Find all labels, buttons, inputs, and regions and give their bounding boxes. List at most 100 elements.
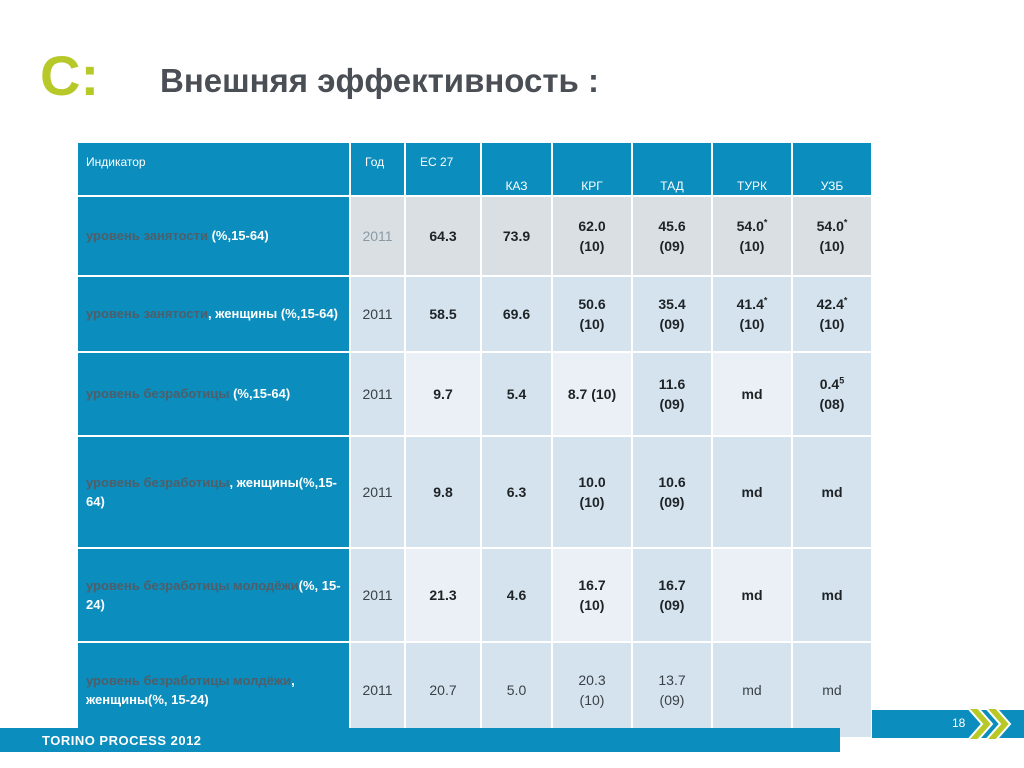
- table-row: уровень безработицы (%,15-64) 2011 9.7 5…: [76, 351, 873, 437]
- tad-cell: 16.7 (09): [631, 547, 713, 643]
- indicator-name: уровень безработицы молдёжи: [86, 672, 292, 688]
- slide-section-letter: C:: [40, 44, 100, 107]
- tad-cell: 10.6 (09): [631, 435, 713, 549]
- tad-cell: 45.6 (09): [631, 195, 713, 277]
- krg-cell: 20.3 (10): [551, 641, 633, 739]
- table-row: уровень безработицы молдёжи, женщины(%, …: [76, 641, 873, 739]
- header-turk: ТУРК: [711, 141, 793, 197]
- uzb-footnote: *: [843, 217, 848, 228]
- indicator-name: уровень занятости: [86, 306, 208, 322]
- krg-value: 62.0: [578, 217, 606, 234]
- header-uzb: УЗБ: [791, 141, 873, 197]
- year-cell: 2011: [349, 435, 406, 549]
- krg-year: (10): [579, 316, 605, 332]
- turk-cell: md: [711, 351, 793, 437]
- uzb-cell: md: [791, 547, 873, 643]
- kaz-cell: 69.6: [480, 275, 553, 353]
- uzb-footnote: 5: [839, 375, 845, 386]
- eu-cell: 58.5: [404, 275, 482, 353]
- table-row: уровень занятости (%,15-64) 2011 64.3 73…: [76, 195, 873, 277]
- krg-value: 16.7: [578, 576, 606, 593]
- krg-value: 20.3: [578, 671, 606, 688]
- tad-value: 10.6: [658, 473, 686, 490]
- tad-year: (09): [659, 396, 685, 412]
- turk-cell: md: [711, 641, 793, 739]
- krg-value: 50.6: [578, 295, 606, 312]
- turk-cell: md: [711, 547, 793, 643]
- indicator-name: уровень безработицы: [86, 474, 230, 490]
- indicator-name: уровень безработицы молодёжи: [86, 577, 299, 593]
- year-cell: 2011: [349, 641, 406, 739]
- turk-footnote: *: [763, 295, 768, 306]
- tad-value: 35.4: [658, 295, 686, 312]
- indicator-suffix: (%,15-64): [229, 386, 291, 402]
- indicator-suffix: , женщины (%,15-64): [207, 306, 338, 322]
- tad-cell: 11.6 (09): [631, 351, 713, 437]
- double-chevron-icon: [966, 707, 1012, 741]
- krg-year: (10): [579, 238, 605, 254]
- tad-year: (09): [659, 316, 685, 332]
- kaz-cell: 4.6: [480, 547, 553, 643]
- turk-cell: 41.4* (10): [711, 275, 793, 353]
- year-cell: 2011: [349, 195, 406, 277]
- tad-value: 16.7: [658, 576, 686, 593]
- uzb-value: 54.0: [816, 217, 844, 234]
- year-cell: 2011: [349, 547, 406, 643]
- turk-value: 41.4: [736, 295, 764, 312]
- header-kaz: КАЗ: [480, 141, 553, 197]
- uzb-value: 42.4: [816, 295, 844, 312]
- eu-cell: 20.7: [404, 641, 482, 739]
- slide-title: Внешняя эффективность :: [160, 62, 599, 99]
- indicator-table: Индикатор Год ЕС 27 КАЗ КРГ ТАД ТУРК УЗБ…: [76, 141, 873, 739]
- indicator-cell: уровень занятости, женщины (%,15-64): [76, 275, 351, 353]
- footer-bar: [0, 728, 840, 752]
- krg-value: 10.0: [578, 473, 606, 490]
- uzb-value: 0.4: [819, 375, 840, 392]
- tad-year: (09): [659, 692, 685, 708]
- kaz-cell: 5.0: [480, 641, 553, 739]
- indicator-name: уровень безработицы: [86, 386, 230, 402]
- indicator-cell: уровень занятости (%,15-64): [76, 195, 351, 277]
- uzb-year: (10): [819, 238, 845, 254]
- tad-cell: 35.4 (09): [631, 275, 713, 353]
- tad-year: (09): [659, 494, 685, 510]
- eu-cell: 9.7: [404, 351, 482, 437]
- uzb-cell: 0.45 (08): [791, 351, 873, 437]
- tad-value: 45.6: [658, 217, 686, 234]
- header-year: Год: [349, 141, 406, 197]
- turk-year: (10): [739, 238, 765, 254]
- year-cell: 2011: [349, 275, 406, 353]
- indicator-cell: уровень безработицы молдёжи, женщины(%, …: [76, 641, 351, 739]
- krg-cell: 8.7 (10): [551, 351, 633, 437]
- krg-year: (10): [579, 597, 605, 613]
- uzb-year: (08): [819, 396, 845, 412]
- krg-cell: 16.7 (10): [551, 547, 633, 643]
- kaz-cell: 6.3: [480, 435, 553, 549]
- tad-year: (09): [659, 238, 685, 254]
- indicator-cell: уровень безработицы молодёжи(%, 15-24): [76, 547, 351, 643]
- indicator-suffix: , женщины(%, 15-24): [86, 672, 295, 708]
- uzb-cell: md: [791, 435, 873, 549]
- table-row: уровень безработицы молодёжи(%, 15-24) 2…: [76, 547, 873, 643]
- indicator-name: уровень занятости: [86, 228, 208, 244]
- tad-year: (09): [659, 597, 685, 613]
- header-indicator: Индикатор: [76, 141, 351, 197]
- header-eu27: ЕС 27: [404, 141, 482, 197]
- uzb-year: (10): [819, 316, 845, 332]
- year-cell: 2011: [349, 351, 406, 437]
- uzb-cell: 54.0* (10): [791, 195, 873, 277]
- eu-cell: 21.3: [404, 547, 482, 643]
- kaz-cell: 73.9: [480, 195, 553, 277]
- uzb-footnote: *: [843, 295, 848, 306]
- header-krg: КРГ: [551, 141, 633, 197]
- eu-cell: 9.8: [404, 435, 482, 549]
- tad-value: 13.7: [658, 671, 686, 688]
- turk-year: (10): [739, 316, 765, 332]
- krg-cell: 62.0 (10): [551, 195, 633, 277]
- table-header-row: Индикатор Год ЕС 27 КАЗ КРГ ТАД ТУРК УЗБ: [76, 141, 873, 197]
- indicator-suffix: (%, 15-24): [86, 577, 341, 613]
- turk-cell: md: [711, 435, 793, 549]
- table-row: уровень безработицы, женщины(%,15-64) 20…: [76, 435, 873, 549]
- krg-cell: 10.0 (10): [551, 435, 633, 549]
- indicator-cell: уровень безработицы (%,15-64): [76, 351, 351, 437]
